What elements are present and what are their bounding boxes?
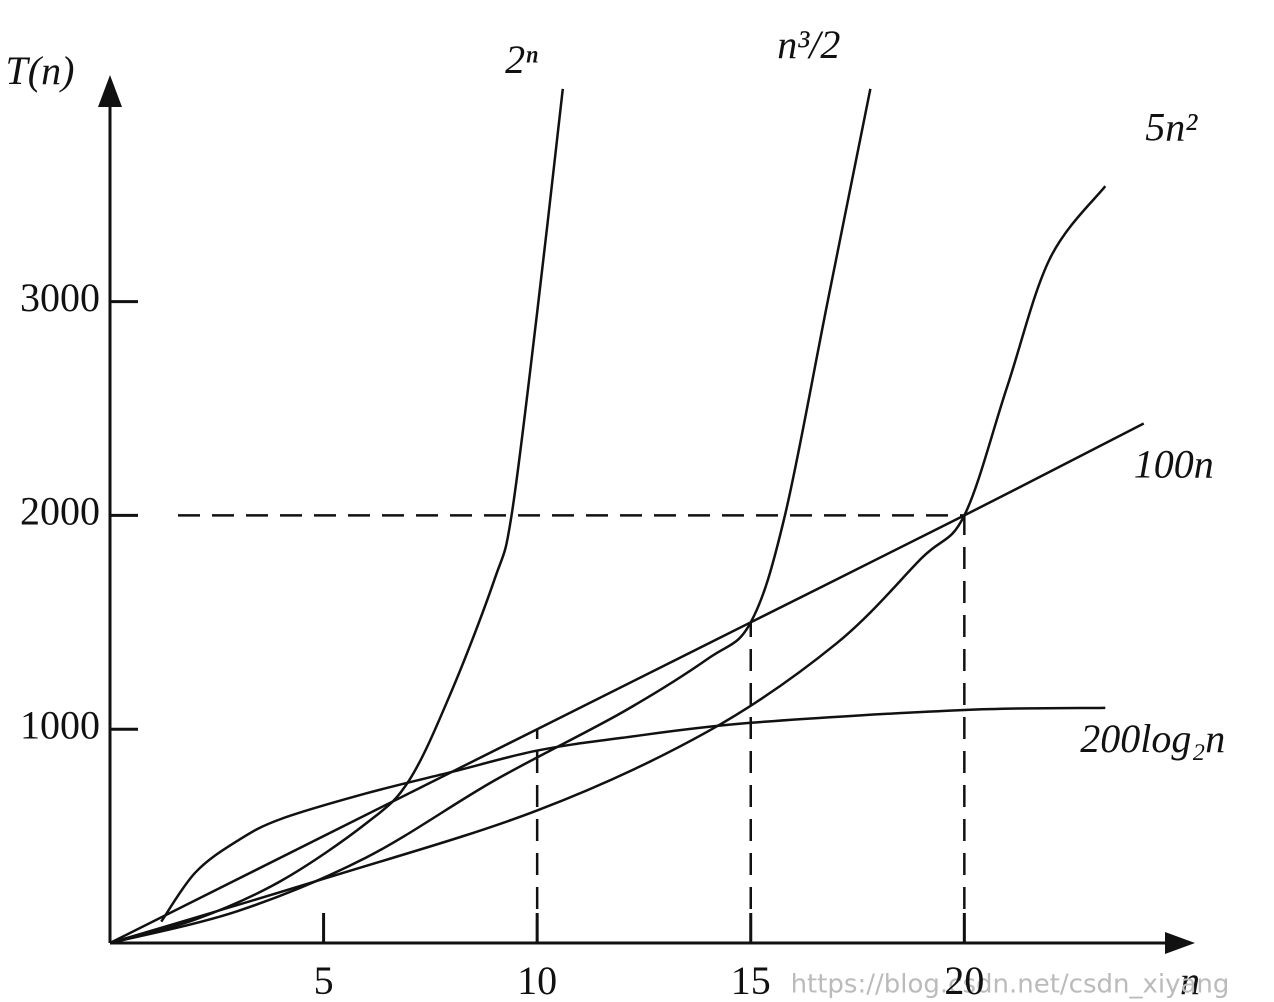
y-axis-label: T(n) [6,48,75,93]
curve [109,88,565,945]
x-axis-label: n [1180,958,1200,1002]
x-tick-label: 20 [944,958,984,1002]
curve-label: 5n² [1145,104,1198,149]
curve [109,422,1145,945]
x-tick-label: 5 [314,958,334,1002]
y-tick-label: 2000 [20,489,100,534]
x-tick-label: 10 [517,958,557,1002]
x-tick-label: 15 [731,958,771,1002]
curve [160,706,1106,923]
y-tick-label: 1000 [20,702,100,747]
curve [109,185,1107,945]
curve-label: 100n [1134,442,1214,487]
x-axis-arrow [1165,932,1195,954]
curve-label: n³/2 [777,22,840,67]
watermark: https://blog.csdn.net/csdn_xiyang [791,970,1230,1000]
y-tick-label: 3000 [20,275,100,320]
curve-label: 200log₂n [1080,716,1225,761]
curve-label: 2ⁿ [505,37,538,82]
y-axis-arrow [98,75,122,107]
